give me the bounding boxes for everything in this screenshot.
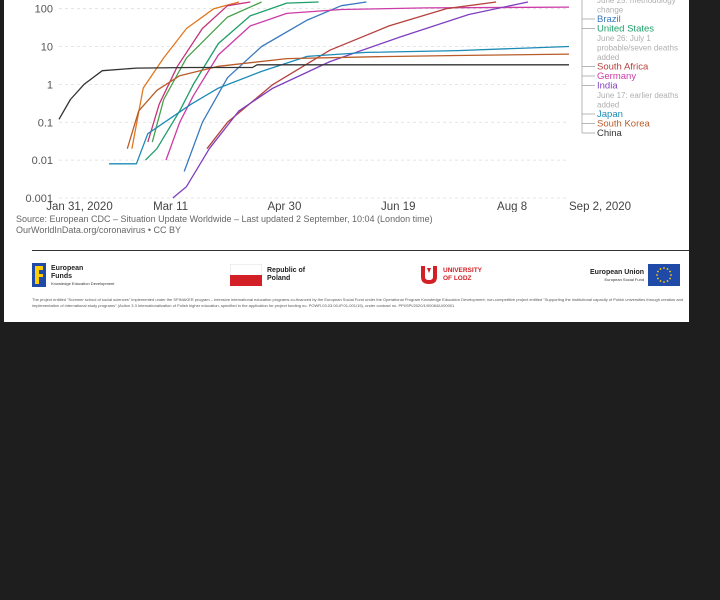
x-tick-label: Mar 11: [153, 201, 188, 212]
legend-note: June 26: July 1: [597, 34, 651, 43]
x-tick-label: Jan 31, 2020: [46, 201, 113, 212]
x-tick-label: Aug 8: [497, 201, 527, 212]
eu-union-logo: European Union European Social Fund: [590, 262, 681, 288]
series-line: [109, 45, 570, 165]
x-tick-label: Apr 30: [267, 201, 301, 212]
y-tick-label: 0.1: [38, 117, 53, 129]
eu-star-icon: [663, 281, 665, 283]
legend-entry: South Korea: [597, 119, 651, 130]
source-line: Source: European CDC – Situation Update …: [16, 214, 433, 224]
x-tick-label: Sep 2, 2020: [569, 201, 631, 212]
series-line: [206, 1, 497, 150]
y-tick-label: 0.01: [32, 155, 53, 167]
series-line: [147, 1, 251, 143]
eu-flag-icon: [648, 264, 681, 286]
legend-entry: United States: [597, 24, 654, 35]
poland-logo: Republic of Poland: [230, 262, 307, 288]
eu-star-icon: [657, 270, 659, 273]
legend-entry: China: [597, 128, 623, 139]
slide: June 25: methodology change Brazil United S…: [4, 0, 689, 322]
eu-funds-sub: Knowledge Education Development: [51, 280, 115, 286]
series-line: [145, 1, 319, 161]
funding-notice: The project entitled "Summer school of s…: [32, 297, 684, 308]
legend-entry: South Africa: [597, 62, 649, 73]
lodz-logo: UNIVERSITY OF LODZ: [418, 262, 482, 288]
series-line: [126, 53, 570, 149]
x-tick-label: Jun 19: [381, 201, 416, 212]
eu-funds-logo: European Funds Knowledge Education Devel…: [32, 262, 114, 288]
legend-note: added: [597, 101, 619, 110]
chart-source: Source: European CDC – Situation Update …: [16, 214, 433, 236]
eu-star-icon: [657, 277, 659, 280]
y-tick-label: 0.001: [25, 193, 53, 205]
eu-star-icon: [663, 267, 665, 269]
eu-star-icon: [670, 274, 672, 276]
eu-star-icon: [666, 280, 669, 282]
eu-star-icon: [659, 268, 662, 270]
legend-note: June 17: earlier deaths: [597, 91, 678, 100]
legend-entry: Brazil: [597, 14, 621, 25]
legend-note: added: [597, 53, 619, 62]
eu-star-icon: [656, 274, 658, 276]
lodz-line1: UNIVERSITY: [443, 267, 483, 274]
series-line: [151, 1, 262, 143]
eu-union-title: European Union: [590, 268, 645, 276]
poland-label: Republic of Poland: [267, 267, 306, 282]
divider: [32, 250, 689, 251]
y-tick-label: 10: [41, 42, 53, 54]
eu-star-icon: [669, 277, 672, 280]
series-line: [131, 1, 240, 149]
series-line: [58, 64, 569, 120]
source-url[interactable]: OurWorldInData.org/coronavirus • CC BY: [16, 225, 182, 235]
series-line: [183, 1, 367, 172]
eu-star-icon: [659, 280, 662, 282]
poland-flag-icon: [230, 264, 262, 286]
legend-note: probable/seven deaths: [597, 44, 678, 53]
lodz-emblem-icon: [421, 266, 437, 284]
y-tick-label: 1: [47, 79, 53, 91]
eu-funds-icon: [32, 263, 46, 287]
legend-entry: Germany: [597, 71, 636, 82]
legend-note: change: [597, 6, 624, 15]
series-line: [165, 6, 570, 161]
y-tick-label: 100: [35, 4, 53, 16]
series-line: [172, 1, 529, 199]
legend-entry: Japan: [597, 109, 623, 120]
eu-union-sub: European Social Fund: [604, 276, 645, 282]
eu-funds-title: European Funds: [51, 264, 84, 280]
eu-star-icon: [666, 268, 669, 270]
lodz-line2: OF LODZ: [443, 275, 472, 282]
legend-entry: India: [597, 81, 618, 92]
legend-note: June 25: methodology: [597, 0, 676, 5]
eu-star-icon: [669, 270, 672, 273]
